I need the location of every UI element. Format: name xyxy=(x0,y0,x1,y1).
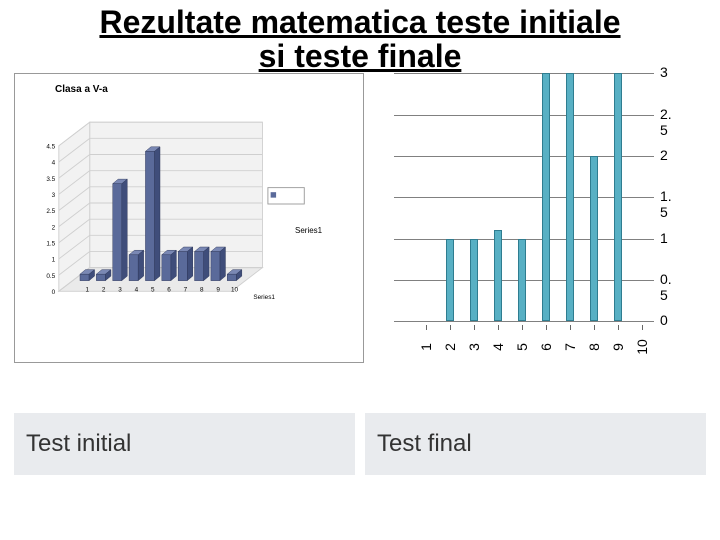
chart-3d-svg: 0 0.5 1 1.5 2 2.5 3 3.5 4 4.5 1 2 3 4 5 6 7 8 9 10 Series1 xyxy=(37,104,317,304)
y-tick-label: 3 xyxy=(660,64,668,80)
svg-text:3: 3 xyxy=(52,192,56,199)
baseline xyxy=(394,321,654,322)
chart-3d-title: Clasa a V-a xyxy=(55,84,108,95)
x-tick xyxy=(498,325,499,330)
svg-text:4: 4 xyxy=(52,160,56,167)
content-row: Clasa a V-a 00.511.522.533.544.512345678… xyxy=(0,73,720,383)
x-tick xyxy=(570,325,571,330)
chart-flat-plot: 00. 511. 522. 53 xyxy=(394,73,674,323)
bar xyxy=(566,73,574,321)
chart-flat-container: 00. 511. 522. 53 12345678910 xyxy=(374,73,706,383)
bar xyxy=(518,239,526,322)
x-tick xyxy=(642,325,643,330)
x-tick xyxy=(594,325,595,330)
svg-text:0: 0 xyxy=(52,289,56,296)
svg-text:8: 8 xyxy=(200,287,204,294)
svg-text:10: 10 xyxy=(231,287,239,294)
labels-row: Test initial Test final xyxy=(0,413,720,475)
page-title: Rezultate matematica teste initiale si t… xyxy=(0,0,720,73)
bar xyxy=(590,156,598,321)
label-test-final-text: Test final xyxy=(377,430,472,458)
y-tick-label: 1. 5 xyxy=(660,188,674,220)
x-tick-label: 7 xyxy=(562,337,578,357)
svg-text:2: 2 xyxy=(102,287,106,294)
x-tick-label: 2 xyxy=(442,337,458,357)
chart-3d-container: Clasa a V-a 0 0.5 1 1.5 2 2.5 3 3.5 4 4.5 1 2 3 4 5 6 7 8… xyxy=(14,73,364,363)
x-tick xyxy=(426,325,427,330)
bar xyxy=(470,239,478,322)
chart-flat-xaxis: 123456789 10 xyxy=(394,325,674,375)
bar xyxy=(542,73,550,321)
x-tick xyxy=(522,325,523,330)
title-line-2: si teste finale xyxy=(259,38,462,74)
svg-text:4: 4 xyxy=(135,287,139,294)
svg-text:1.5: 1.5 xyxy=(46,241,55,248)
label-test-initial-text: Test initial xyxy=(26,430,131,458)
svg-text:Series1: Series1 xyxy=(253,294,275,301)
bar xyxy=(494,230,502,321)
x-tick-label: 1 xyxy=(418,337,434,357)
svg-text:7: 7 xyxy=(184,287,188,294)
x-tick-label: 3 xyxy=(466,337,482,357)
y-tick-label: 1 xyxy=(660,230,668,246)
svg-text:1: 1 xyxy=(85,287,89,294)
svg-text:4.5: 4.5 xyxy=(46,144,55,151)
svg-text:3.5: 3.5 xyxy=(46,176,55,183)
bar xyxy=(446,239,454,322)
x-tick-label: 8 xyxy=(586,337,602,357)
svg-text:9: 9 xyxy=(216,287,220,294)
y-tick-label: 2. 5 xyxy=(660,106,674,138)
y-tick-label: 2 xyxy=(660,147,668,163)
x-tick-label: 9 xyxy=(610,337,626,357)
title-line-1: Rezultate matematica teste initiale xyxy=(99,4,620,40)
svg-text:5: 5 xyxy=(151,287,155,294)
bar xyxy=(614,73,622,321)
svg-text:1: 1 xyxy=(52,257,56,264)
svg-text:2: 2 xyxy=(52,225,56,232)
svg-text:2.5: 2.5 xyxy=(46,208,55,215)
svg-text:6: 6 xyxy=(167,287,171,294)
label-test-initial: Test initial xyxy=(14,413,355,475)
label-test-final: Test final xyxy=(365,413,706,475)
x-tick-label: 6 xyxy=(538,337,554,357)
x-tick-label: 10 xyxy=(634,337,650,357)
chart-3d-series-label: Series1 xyxy=(295,226,322,235)
x-tick xyxy=(474,325,475,330)
x-tick-label: 4 xyxy=(490,337,506,357)
x-tick xyxy=(618,325,619,330)
y-tick-label: 0. 5 xyxy=(660,271,674,303)
x-tick-label: 5 xyxy=(514,337,530,357)
x-tick xyxy=(450,325,451,330)
svg-text:0.5: 0.5 xyxy=(46,273,55,280)
svg-text:3: 3 xyxy=(118,287,122,294)
x-tick xyxy=(546,325,547,330)
